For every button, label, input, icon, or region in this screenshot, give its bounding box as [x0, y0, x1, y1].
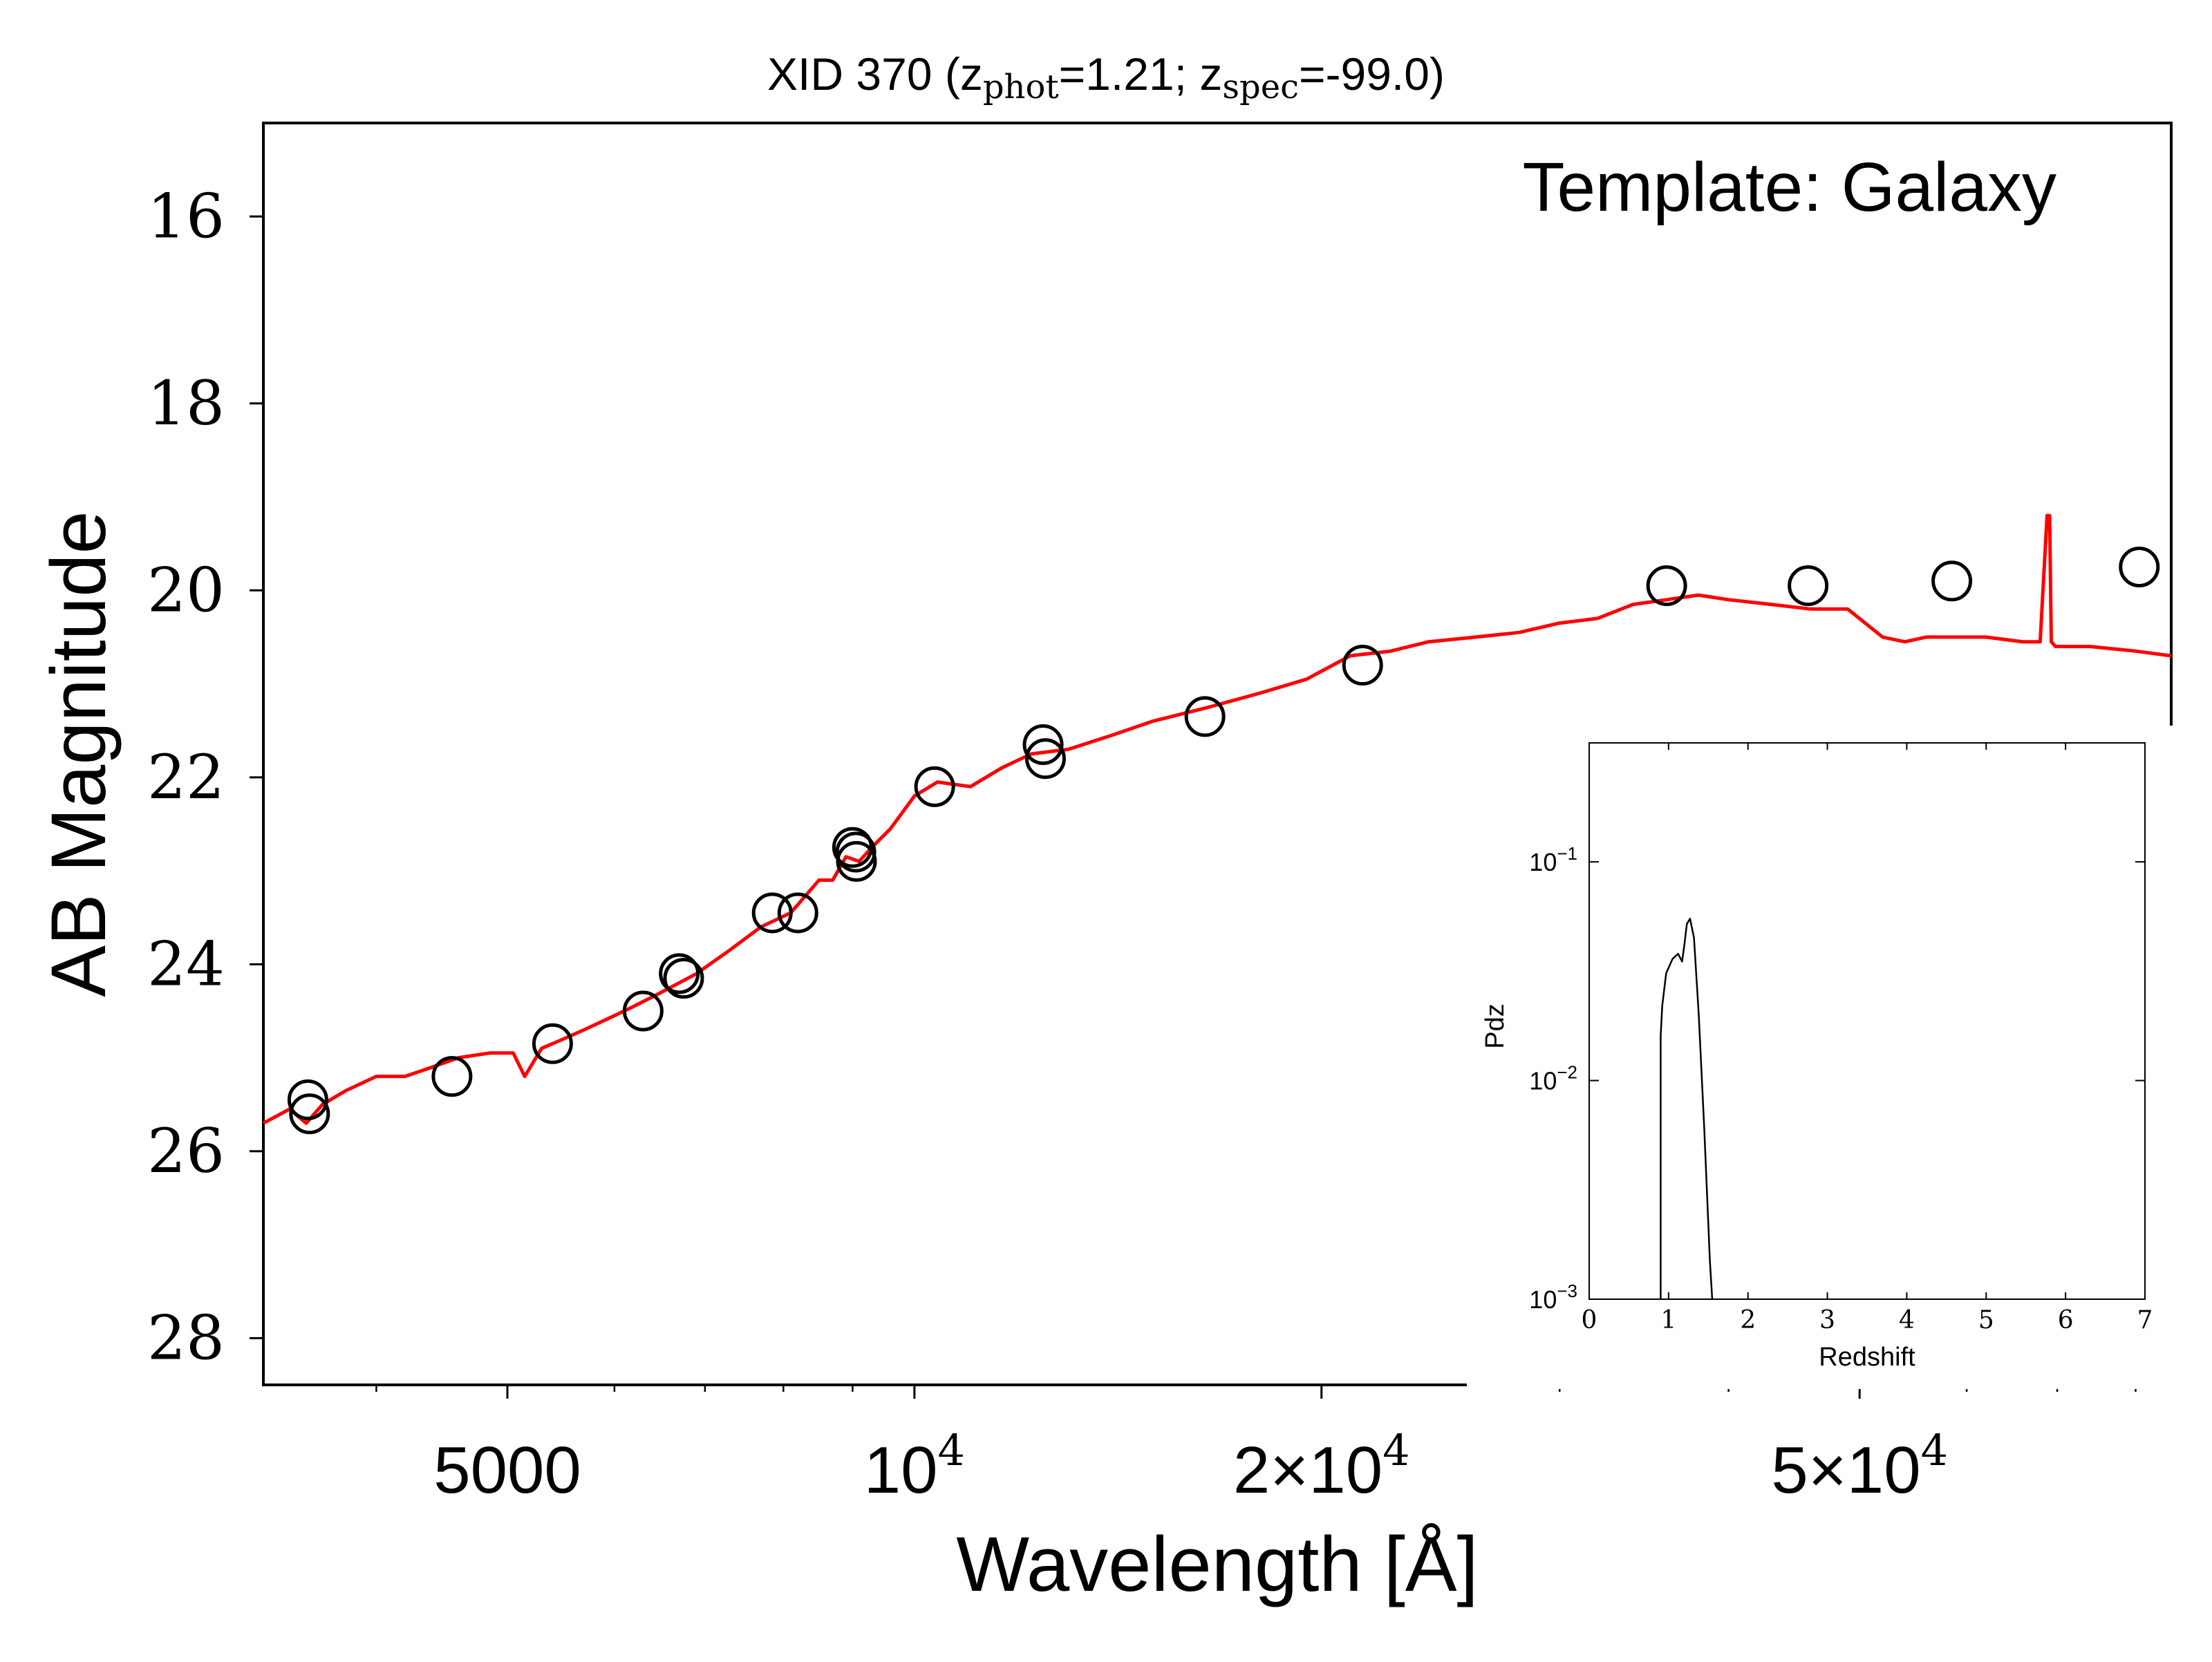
template-sed-line — [262, 513, 2172, 1125]
inset-y-tick-label: 10−2 — [1529, 1062, 1577, 1095]
photometry-point — [1342, 645, 1383, 686]
inset-frame — [1588, 742, 2146, 1300]
inset-x-tick-label: 0 — [1582, 1306, 1597, 1334]
x-tick-label: 5000 — [433, 1433, 581, 1507]
photometry-point — [287, 1079, 328, 1120]
chart-title: XID 370 (zphot=1.21; zspec=-99.0) — [767, 48, 1445, 106]
x-tick-label-base: 5×10 — [1771, 1433, 1920, 1507]
y-tick-label: 20 — [147, 554, 225, 625]
inset-x-tick-label: 2 — [1740, 1306, 1756, 1334]
photometry-point — [1024, 738, 1066, 780]
y-axis-label: AB Magnitude — [35, 511, 122, 997]
photometry-point — [1184, 696, 1226, 737]
x-tick-label-base: 5000 — [433, 1433, 581, 1507]
y-tick-label: 22 — [147, 742, 225, 813]
photometry-point — [751, 892, 793, 934]
x-tick-label-exponent: 4 — [1382, 1425, 1409, 1475]
x-tick-label-exponent: 4 — [1921, 1425, 1948, 1475]
x-tick-label: 5×104 — [1771, 1425, 1948, 1507]
photometry-point — [777, 892, 818, 934]
chart-title-group: XID 370 (zphot=1.21; zspec=-99.0) — [767, 48, 1445, 106]
y-tick-label: 18 — [147, 368, 225, 439]
x-axis-label: Wavelength [Å] — [956, 1521, 1478, 1607]
x-tick-label-base: 10 — [864, 1433, 938, 1507]
template-annotation: Template: Galaxy — [1522, 149, 2056, 226]
photometry-point — [431, 1056, 473, 1097]
x-tick-label: 104 — [864, 1425, 965, 1507]
y-tick-label: 16 — [147, 180, 225, 252]
inset-x-tick-label: 4 — [1899, 1306, 1915, 1334]
photometry-point — [659, 953, 700, 994]
photometry-point — [1931, 560, 1973, 602]
x-tick-label: 2×104 — [1233, 1425, 1410, 1507]
photometry-point — [663, 958, 704, 999]
inset-x-axis-label: Redshift — [1819, 1343, 1915, 1372]
photometry-point — [914, 766, 955, 807]
main-series — [262, 513, 2172, 1135]
inset-x-tick-label: 7 — [2137, 1306, 2153, 1334]
y-tick-label: 24 — [147, 928, 225, 999]
photometry-point — [289, 1093, 330, 1135]
title-subscript: spec — [1222, 68, 1299, 106]
inset-y-tick-base: 10 — [1529, 1067, 1557, 1095]
inset-y-tick-label: 10−3 — [1529, 1281, 1577, 1314]
inset-y-tick-label: 10−1 — [1529, 843, 1577, 876]
inset-x-tick-label: 6 — [2058, 1306, 2074, 1334]
title-part: XID 370 (z — [767, 48, 983, 100]
inset-y-tick-exponent: −3 — [1557, 1281, 1577, 1301]
title-part: =-99.0) — [1299, 48, 1445, 100]
y-tick-label: 26 — [147, 1115, 225, 1187]
inset-y-tick-base: 10 — [1529, 1285, 1557, 1314]
inset-y-tick-base: 10 — [1529, 848, 1557, 876]
inset-background — [1467, 726, 2175, 1389]
photometry-point — [2119, 546, 2160, 587]
inset-x-tick-label: 5 — [1978, 1306, 1994, 1334]
photometry-point — [1022, 724, 1064, 765]
inset-x-tick-label: 1 — [1660, 1306, 1676, 1334]
inset-y-axis-label: Pdz — [1481, 1003, 1510, 1048]
x-tick-label-exponent: 4 — [938, 1425, 965, 1475]
x-tick-label-base: 2×10 — [1233, 1433, 1382, 1507]
photometry-point — [532, 1023, 573, 1064]
photometry-point — [1788, 565, 1829, 607]
template-annotation-group: Template: Galaxy — [1522, 149, 2056, 226]
title-subscript: phot — [983, 68, 1059, 106]
photometry-point — [1646, 565, 1687, 607]
photometry-point — [622, 990, 664, 1032]
photometry-point — [836, 841, 877, 882]
inset-x-tick-label: 3 — [1819, 1306, 1835, 1334]
pdz-curve — [1660, 918, 1714, 1300]
inset-y-tick-exponent: −1 — [1557, 843, 1577, 864]
y-tick-label: 28 — [147, 1302, 225, 1373]
main-axes: 5000 104 2×104 5×10416182022242628Wavelengt… — [35, 122, 2173, 1607]
inset-y-tick-exponent: −2 — [1557, 1062, 1577, 1083]
title-part: =1.21; z — [1059, 48, 1223, 100]
